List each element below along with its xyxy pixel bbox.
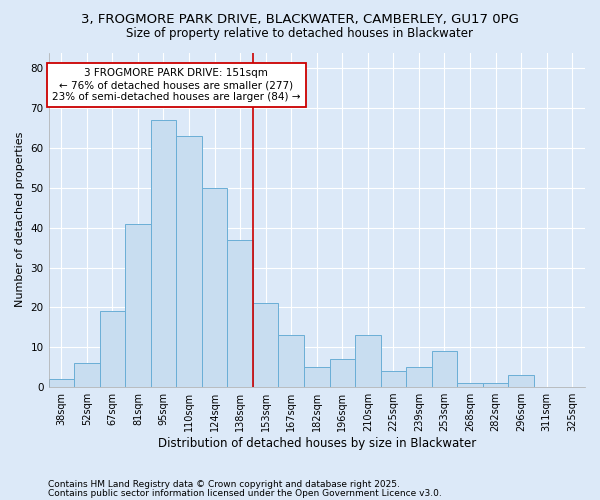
Bar bbox=[380, 371, 406, 387]
Bar bbox=[278, 336, 304, 387]
Text: 3, FROGMORE PARK DRIVE, BLACKWATER, CAMBERLEY, GU17 0PG: 3, FROGMORE PARK DRIVE, BLACKWATER, CAMB… bbox=[81, 12, 519, 26]
Bar bbox=[227, 240, 253, 387]
Bar bbox=[508, 375, 534, 387]
Bar bbox=[253, 304, 278, 387]
Text: Contains public sector information licensed under the Open Government Licence v3: Contains public sector information licen… bbox=[48, 488, 442, 498]
Bar bbox=[151, 120, 176, 387]
Bar bbox=[176, 136, 202, 387]
Bar bbox=[202, 188, 227, 387]
Bar bbox=[100, 312, 125, 387]
Bar bbox=[49, 379, 74, 387]
Bar bbox=[483, 383, 508, 387]
Bar bbox=[304, 367, 329, 387]
Text: Contains HM Land Registry data © Crown copyright and database right 2025.: Contains HM Land Registry data © Crown c… bbox=[48, 480, 400, 489]
Text: Size of property relative to detached houses in Blackwater: Size of property relative to detached ho… bbox=[127, 28, 473, 40]
Bar bbox=[355, 336, 380, 387]
Bar bbox=[125, 224, 151, 387]
Text: 3 FROGMORE PARK DRIVE: 151sqm
← 76% of detached houses are smaller (277)
23% of : 3 FROGMORE PARK DRIVE: 151sqm ← 76% of d… bbox=[52, 68, 301, 102]
Bar bbox=[457, 383, 483, 387]
Bar bbox=[432, 351, 457, 387]
Bar bbox=[329, 359, 355, 387]
X-axis label: Distribution of detached houses by size in Blackwater: Distribution of detached houses by size … bbox=[158, 437, 476, 450]
Bar bbox=[74, 363, 100, 387]
Y-axis label: Number of detached properties: Number of detached properties bbox=[15, 132, 25, 308]
Bar bbox=[406, 367, 432, 387]
